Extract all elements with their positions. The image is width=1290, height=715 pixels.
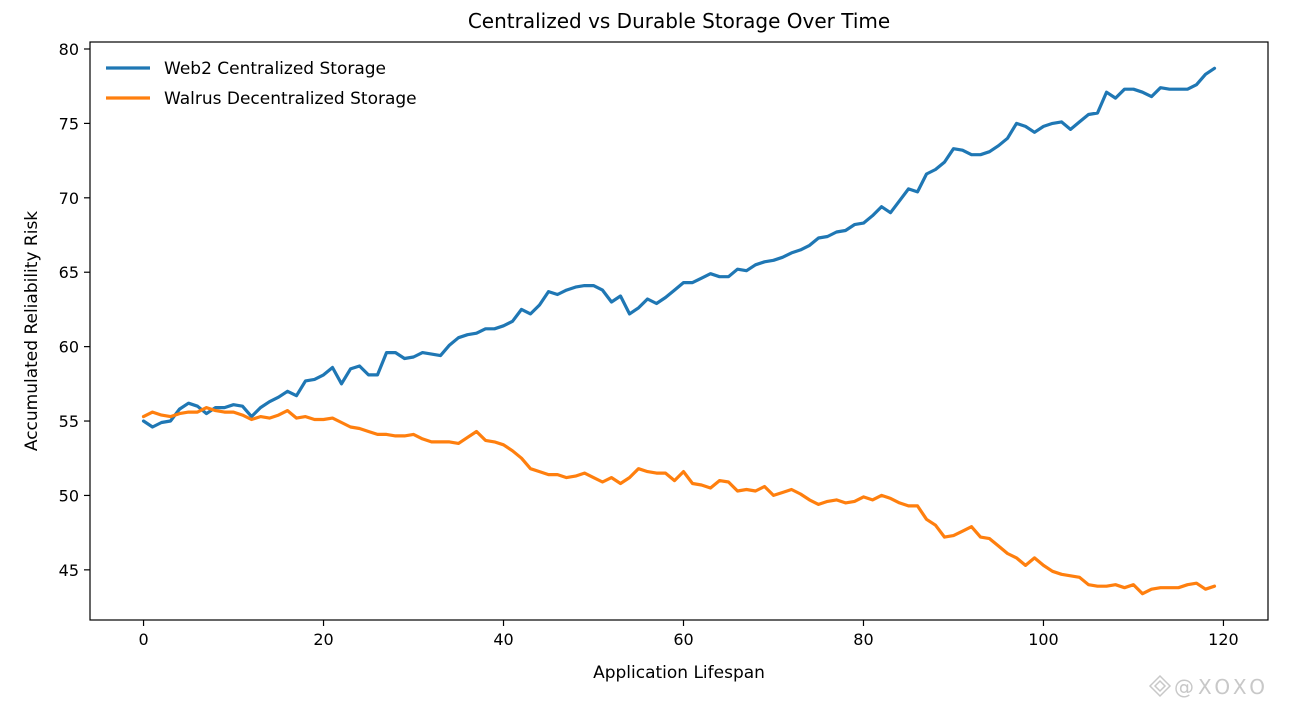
x-tick-label: 60 — [673, 630, 693, 649]
series-line-1 — [141, 66, 1217, 429]
y-axis: 45 50 55 60 65 70 75 80 — [59, 40, 90, 580]
y-tick-label: 60 — [59, 338, 79, 357]
y-tick-label: 45 — [59, 561, 79, 580]
x-tick-label: 40 — [493, 630, 513, 649]
legend-label: Web2 Centralized Storage — [164, 59, 386, 79]
y-tick-label: 65 — [59, 263, 79, 282]
legend: Web2 Centralized Storage Walrus Decentral… — [106, 59, 417, 109]
series-line-2 — [141, 406, 1217, 596]
watermark-text: @XOXO — [1174, 675, 1269, 699]
x-tick-label: 100 — [1028, 630, 1059, 649]
y-tick-label: 70 — [59, 189, 79, 208]
series-layer — [141, 66, 1217, 596]
watermark-logo-icon — [1148, 674, 1172, 698]
chart-title: Centralized vs Durable Storage Over Time — [468, 9, 890, 33]
y-tick-label: 50 — [59, 486, 79, 505]
x-tick-label: 120 — [1208, 630, 1239, 649]
x-tick-label: 80 — [853, 630, 873, 649]
y-axis-label: Accumulated Reliability Risk — [22, 211, 42, 451]
x-axis: 0 20 40 60 80 100 120 — [138, 620, 1239, 649]
legend-label: Walrus Decentralized Storage — [164, 89, 417, 109]
x-tick-label: 0 — [138, 630, 148, 649]
y-tick-label: 80 — [59, 40, 79, 59]
x-axis-label: Application Lifespan — [593, 663, 765, 683]
axes-frame — [89, 41, 1269, 621]
watermark: @XOXO — [1148, 674, 1269, 699]
x-tick-label: 20 — [313, 630, 333, 649]
y-tick-label: 75 — [59, 114, 79, 133]
y-tick-label: 55 — [59, 412, 79, 431]
